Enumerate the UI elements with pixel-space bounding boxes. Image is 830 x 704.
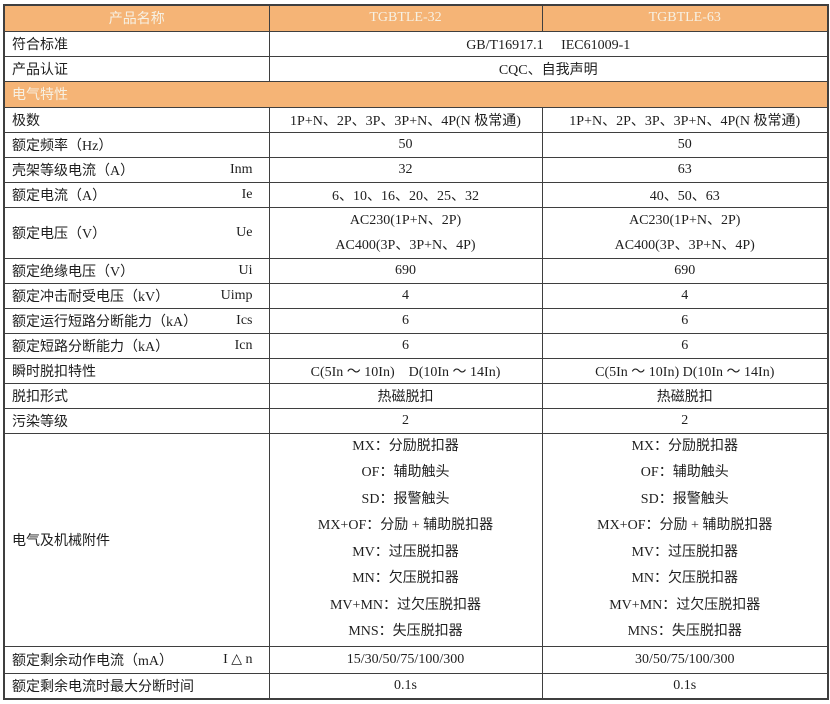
impulse-voltage-symbol: Uimp [220,287,253,303]
frequency-value-b: 50 [541,131,829,158]
row-instantaneous-trip: 瞬时脱扣特性 C(5In ～ 10In) D(10In ～ 14In) C(5I… [3,357,829,384]
poles-value-a: 1P+N、2P、3P、3P+N、4P(N 极常通) [268,106,543,133]
ics-symbol: Ics [236,312,253,328]
rated-current-symbol: Ie [241,186,253,202]
ics-label-cell: 额定运行短路分断能力（kA） Ics [3,307,270,334]
rated-current-label: 额定电流（A） [12,188,107,204]
certification-label: 产品认证 [3,55,270,82]
trip-type-label: 脱扣形式 [3,382,270,409]
row-standards: 符合标准 GB/T16917.1 IEC61009-1 [3,30,829,57]
breaking-time-value-a: 0.1s [268,672,543,700]
frame-current-value-a: 32 [268,156,543,183]
pollution-value-a: 2 [268,407,543,434]
row-icn: 额定短路分断能力（kA） Icn 6 6 [3,332,829,359]
pollution-label: 污染等级 [3,407,270,434]
ics-value-a: 6 [268,307,543,334]
rated-current-label-cell: 额定电流（A） Ie [3,181,270,208]
insulation-voltage-label-cell: 额定绝缘电压（V） Ui [3,257,270,284]
insulation-voltage-value-a: 690 [268,257,543,284]
model-b-header: TGBTLE-63 [541,4,829,32]
row-pollution: 污染等级 2 2 [3,407,829,434]
residual-current-value-b: 30/50/75/100/300 [541,645,829,674]
rated-current-value-b: 40、50、63 [541,181,829,208]
frame-current-label: 壳架等级电流（A） [12,163,135,179]
frame-current-symbol: Inm [229,161,253,177]
frame-current-value-b: 63 [541,156,829,183]
certification-value: CQC、自我声明 [268,55,829,82]
rated-current-value-a: 6、10、16、20、25、32 [268,181,543,208]
frequency-value-a: 50 [268,131,543,158]
rated-voltage-value-a: AC230(1P+N、2P) AC400(3P、3P+N、4P) [268,206,543,259]
row-rated-current: 额定电流（A） Ie 6、10、16、20、25、32 40、50、63 [3,181,829,208]
accessories-label: 电气及机械附件 [3,432,270,647]
impulse-voltage-label-cell: 额定冲击耐受电压（kV） Uimp [3,282,270,309]
impulse-voltage-value-a: 4 [268,282,543,309]
product-name-header: 产品名称 [3,4,270,32]
row-residual-current: 额定剩余动作电流（mA） I △ n 15/30/50/75/100/300 3… [3,645,829,674]
icn-symbol: Icn [234,337,253,353]
row-certification: 产品认证 CQC、自我声明 [3,55,829,82]
rated-voltage-label: 额定电压（V） [12,226,107,242]
row-rated-voltage: 额定电压（V） Ue AC230(1P+N、2P) AC400(3P、3P+N、… [3,206,829,259]
icn-label-cell: 额定短路分断能力（kA） Icn [3,332,270,359]
table-header-row: 产品名称 TGBTLE-32 TGBTLE-63 [3,4,829,32]
frame-current-label-cell: 壳架等级电流（A） Inm [3,156,270,183]
standards-value: GB/T16917.1 IEC61009-1 [268,30,829,57]
ics-value-b: 6 [541,307,829,334]
row-accessories: 电气及机械附件 MX：分励脱扣器 OF：辅助触头 SD：报警触头 MX+OF：分… [3,432,829,647]
impulse-voltage-label: 额定冲击耐受电压（kV） [12,289,170,305]
model-a-header: TGBTLE-32 [268,4,543,32]
rated-voltage-symbol: Ue [236,224,253,240]
insulation-voltage-symbol: Ui [238,262,253,278]
rated-voltage-label-cell: 额定电压（V） Ue [3,206,270,259]
icn-label: 额定短路分断能力（kA） [12,339,170,355]
poles-value-b: 1P+N、2P、3P、3P+N、4P(N 极常通) [541,106,829,133]
row-poles: 极数 1P+N、2P、3P、3P+N、4P(N 极常通) 1P+N、2P、3P、… [3,106,829,133]
insulation-voltage-label: 额定绝缘电压（V） [12,264,135,280]
rated-voltage-value-b: AC230(1P+N、2P) AC400(3P、3P+N、4P) [541,206,829,259]
section-title-electrical: 电气特性 [3,80,829,108]
instantaneous-trip-value-a: C(5In ～ 10In) D(10In ～ 14In) [268,357,543,384]
accessories-value-b: MX：分励脱扣器 OF：辅助触头 SD：报警触头 MX+OF：分励 + 辅助脱扣… [541,432,829,647]
standards-label: 符合标准 [3,30,270,57]
instantaneous-trip-value-b: C(5In ～ 10In) D(10In ～ 14In) [541,357,829,384]
poles-label: 极数 [3,106,270,133]
row-frequency: 额定频率（Hz） 50 50 [3,131,829,158]
residual-current-label-cell: 额定剩余动作电流（mA） I △ n [3,645,270,674]
insulation-voltage-value-b: 690 [541,257,829,284]
icn-value-b: 6 [541,332,829,359]
breaking-time-value-b: 0.1s [541,672,829,700]
row-breaking-time: 额定剩余电流时最大分断时间 0.1s 0.1s [3,672,829,700]
row-frame-current: 壳架等级电流（A） Inm 32 63 [3,156,829,183]
impulse-voltage-value-b: 4 [541,282,829,309]
spec-table: 产品名称 TGBTLE-32 TGBTLE-63 符合标准 GB/T16917.… [3,4,829,700]
ics-label: 额定运行短路分断能力（kA） [12,314,198,330]
row-impulse-voltage: 额定冲击耐受电压（kV） Uimp 4 4 [3,282,829,309]
frequency-label: 额定频率（Hz） [3,131,270,158]
section-row-electrical: 电气特性 [3,80,829,108]
instantaneous-trip-label: 瞬时脱扣特性 [3,357,270,384]
residual-current-value-a: 15/30/50/75/100/300 [268,645,543,674]
trip-type-value-b: 热磁脱扣 [541,382,829,409]
row-trip-type: 脱扣形式 热磁脱扣 热磁脱扣 [3,382,829,409]
residual-current-symbol: I △ n [223,652,253,667]
breaking-time-label: 额定剩余电流时最大分断时间 [3,672,270,700]
pollution-value-b: 2 [541,407,829,434]
trip-type-value-a: 热磁脱扣 [268,382,543,409]
icn-value-a: 6 [268,332,543,359]
row-ics: 额定运行短路分断能力（kA） Ics 6 6 [3,307,829,334]
residual-current-label: 额定剩余动作电流（mA） [12,653,173,669]
row-insulation-voltage: 额定绝缘电压（V） Ui 690 690 [3,257,829,284]
accessories-value-a: MX：分励脱扣器 OF：辅助触头 SD：报警触头 MX+OF：分励 + 辅助脱扣… [268,432,543,647]
